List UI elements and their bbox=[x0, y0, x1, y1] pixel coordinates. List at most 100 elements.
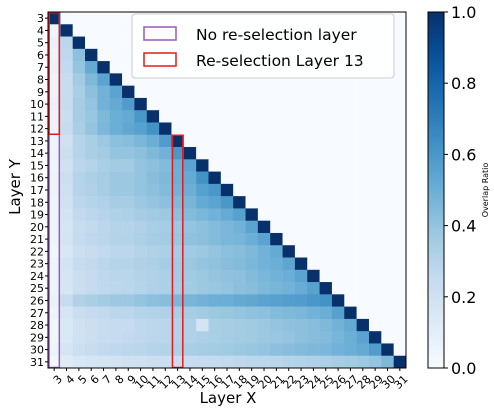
heatmap-cell bbox=[122, 282, 135, 295]
heatmap-cell bbox=[171, 306, 185, 320]
heatmap-cell bbox=[245, 355, 259, 369]
heatmap-cell bbox=[196, 282, 209, 295]
heatmap-cell bbox=[344, 245, 357, 258]
heatmap-cell bbox=[171, 208, 185, 221]
heatmap-cell bbox=[97, 232, 111, 246]
heatmap-cell bbox=[331, 232, 345, 246]
heatmap-cell bbox=[393, 355, 407, 369]
heatmap-cell bbox=[97, 36, 111, 50]
heatmap-cell bbox=[146, 97, 160, 111]
heatmap-cell bbox=[282, 343, 296, 357]
heatmap-cell bbox=[85, 232, 98, 246]
heatmap-cell bbox=[134, 134, 148, 148]
legend: No re-selection layer Re-selection Layer… bbox=[131, 13, 395, 79]
heatmap-cell bbox=[208, 196, 222, 209]
heatmap-cell bbox=[72, 61, 86, 74]
heatmap-cell bbox=[368, 159, 382, 172]
heatmap-cell bbox=[356, 97, 370, 111]
heatmap-cell bbox=[196, 159, 209, 172]
heatmap-cell bbox=[307, 294, 320, 307]
heatmap-cell bbox=[159, 85, 172, 99]
heatmap-cell bbox=[233, 355, 246, 369]
y-tick-label: 9 bbox=[37, 86, 44, 99]
heatmap-cell bbox=[208, 257, 222, 271]
heatmap-cell bbox=[245, 294, 259, 307]
heatmap-cell bbox=[159, 110, 172, 123]
heatmap-cell bbox=[72, 85, 86, 99]
heatmap-cell bbox=[159, 97, 172, 111]
heatmap-cell bbox=[344, 147, 357, 160]
heatmap-cell bbox=[122, 183, 135, 197]
heatmap-cell bbox=[60, 282, 73, 295]
heatmap-cell bbox=[245, 269, 259, 283]
heatmap-cell bbox=[134, 355, 148, 369]
heatmap-cell bbox=[356, 282, 370, 295]
heatmap-cell bbox=[183, 245, 197, 258]
heatmap-cell bbox=[294, 171, 308, 185]
y-tick-label: 31 bbox=[30, 356, 44, 369]
heatmap-cell bbox=[122, 232, 135, 246]
heatmap-cell bbox=[196, 269, 209, 283]
heatmap-cell bbox=[48, 159, 61, 172]
heatmap-cell bbox=[319, 134, 333, 148]
heatmap-cell bbox=[72, 269, 86, 283]
heatmap-cell bbox=[245, 318, 259, 332]
heatmap-cell bbox=[220, 282, 234, 295]
heatmap-cell bbox=[233, 208, 246, 221]
heatmap-cell bbox=[196, 343, 209, 357]
heatmap-cell bbox=[282, 318, 296, 332]
heatmap-cell bbox=[368, 196, 382, 209]
heatmap-cell bbox=[109, 134, 123, 148]
heatmap-cell bbox=[220, 196, 234, 209]
heatmap-cell bbox=[134, 343, 148, 357]
heatmap-cell bbox=[183, 355, 197, 369]
heatmap-cell bbox=[60, 97, 73, 111]
heatmap-cell bbox=[381, 147, 394, 160]
heatmap-cell bbox=[393, 122, 407, 136]
heatmap-cell bbox=[245, 134, 259, 148]
heatmap-cell bbox=[220, 269, 234, 283]
heatmap-cell bbox=[72, 171, 86, 185]
heatmap-cell bbox=[368, 269, 382, 283]
heatmap-cell bbox=[319, 97, 333, 111]
heatmap-cell bbox=[282, 355, 296, 369]
heatmap-cell bbox=[134, 208, 148, 221]
heatmap-cell bbox=[331, 282, 345, 295]
y-tick-label: 16 bbox=[30, 172, 44, 185]
heatmap-cell bbox=[183, 147, 197, 160]
heatmap-cell bbox=[208, 85, 222, 99]
heatmap-cell bbox=[356, 269, 370, 283]
heatmap-cell bbox=[146, 220, 160, 234]
heatmap-cell bbox=[159, 343, 172, 357]
heatmap-cell bbox=[270, 257, 283, 271]
heatmap-cell bbox=[134, 232, 148, 246]
heatmap-cell bbox=[257, 85, 271, 99]
heatmap-cell bbox=[60, 36, 73, 50]
heatmap-cell bbox=[109, 85, 123, 99]
heatmap-cell bbox=[257, 208, 271, 221]
heatmap-cell bbox=[48, 355, 61, 369]
heatmap-cell bbox=[97, 183, 111, 197]
heatmap-cell bbox=[159, 257, 172, 271]
heatmap-cell bbox=[270, 294, 283, 307]
heatmap-cell bbox=[282, 257, 296, 271]
heatmap-cell bbox=[60, 24, 73, 37]
heatmap-cell bbox=[270, 110, 283, 123]
heatmap-cell bbox=[270, 220, 283, 234]
heatmap-cell bbox=[196, 110, 209, 123]
heatmap-cell bbox=[48, 122, 61, 136]
heatmap-cell bbox=[109, 306, 123, 320]
heatmap-cell bbox=[146, 343, 160, 357]
heatmap-cell bbox=[331, 134, 345, 148]
heatmap-cell bbox=[233, 269, 246, 283]
heatmap-cell bbox=[381, 159, 394, 172]
heatmap-cell bbox=[208, 331, 222, 344]
heatmap-cell bbox=[146, 134, 160, 148]
heatmap-cell bbox=[72, 208, 86, 221]
heatmap-cell bbox=[393, 61, 407, 74]
heatmap-cell bbox=[368, 183, 382, 197]
heatmap-cell bbox=[48, 269, 61, 283]
heatmap-cell bbox=[282, 269, 296, 283]
heatmap-cell bbox=[171, 196, 185, 209]
heatmap-cell bbox=[294, 355, 308, 369]
